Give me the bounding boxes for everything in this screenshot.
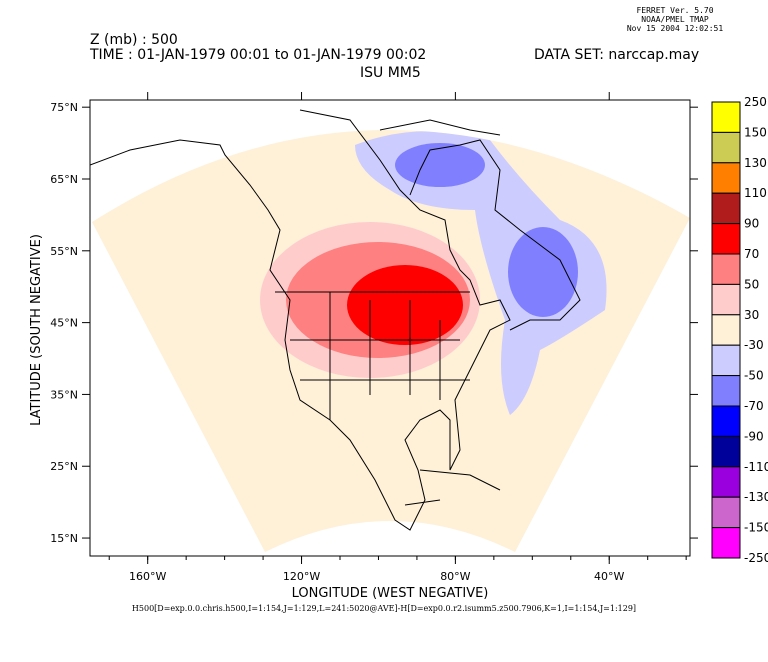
colorbar-bin — [711, 162, 741, 194]
time-label: TIME : 01-JAN-1979 00:01 to 01-JAN-1979 … — [90, 47, 427, 63]
stamp-version: FERRET Ver. 5.70 — [636, 6, 714, 15]
colorbar-bin — [711, 131, 741, 164]
colorbar-bin — [711, 466, 741, 498]
y-axis-label: LATITUDE (SOUTH NEGATIVE) — [29, 234, 44, 426]
colorbar-label: 90 — [744, 217, 759, 231]
colorbar-label: -250 — [744, 551, 768, 565]
colorbar-label: 250 — [744, 95, 767, 109]
y-tick-label: 45°N — [50, 317, 78, 330]
colorbar-bin — [711, 253, 741, 285]
colorbar-bin — [711, 192, 741, 225]
colorbar-label: -50 — [744, 369, 764, 383]
x-axis-label: LONGITUDE (WEST NEGATIVE) — [292, 586, 489, 601]
colorbar-bin — [711, 314, 741, 346]
colorbar-label: -30 — [744, 338, 764, 352]
stamp-date: Nov 15 2004 12:02:51 — [626, 24, 724, 33]
colorbar-label: 70 — [744, 247, 759, 261]
colorbar-bin — [711, 527, 741, 559]
colorbar-bin — [711, 496, 741, 529]
y-tick-label: 15°N — [50, 532, 78, 545]
colorbar-label: 30 — [744, 308, 759, 322]
colorbar-label: -150 — [744, 521, 768, 535]
colorbar-label: -110 — [744, 460, 768, 474]
colorbar-bin — [711, 344, 741, 377]
x-tick-label: 160°W — [129, 570, 166, 583]
colorbar-bin — [711, 405, 741, 437]
axis-ticks: 160°W 120°W 80°W 40°W 75°N 65°N 55°N 45°N 35°N 25… — [50, 92, 698, 583]
colorbar-bin — [711, 223, 741, 255]
colorbar-label: 50 — [744, 277, 759, 291]
dataset-label: DATA SET: narccap.may — [534, 47, 700, 63]
x-tick-label: 80°W — [440, 570, 470, 583]
y-tick-label: 65°N — [50, 173, 78, 186]
anomaly-neg-50-70-north — [395, 143, 485, 187]
anomaly-neg-30-50 — [355, 131, 607, 415]
x-tick-label: 120°W — [283, 570, 320, 583]
colorbar-label: -130 — [744, 490, 768, 504]
y-tick-label: 55°N — [50, 245, 78, 258]
colorbar-bin — [711, 101, 741, 133]
colorbar-label: 110 — [744, 186, 767, 200]
colorbar-label: 150 — [744, 125, 767, 139]
y-tick-label: 25°N — [50, 460, 78, 473]
colorbar-bin — [711, 375, 741, 407]
coastlines — [90, 109, 581, 531]
colorbar-label: -70 — [744, 399, 764, 413]
stamp-org: NOAA/PMEL TMAP — [641, 15, 709, 24]
plot-frame — [89, 99, 691, 557]
y-tick-label: 35°N — [50, 388, 78, 401]
colorbar-label: -90 — [744, 429, 764, 443]
plot-title: ISU MM5 — [360, 65, 421, 81]
colorbar-bin — [711, 435, 741, 468]
footer-expression: H500[D=exp.0.0.chris.h500,I=1:154,J=1:12… — [131, 604, 637, 613]
anomaly-neg-50-70-east — [508, 227, 578, 317]
x-tick-label: 40°W — [594, 570, 624, 583]
variable-label: Z (mb) : 500 — [90, 32, 178, 48]
anomaly-70-90 — [347, 265, 463, 345]
ferret-stamp: FERRET Ver. 5.70 NOAA/PMEL TMAP Nov 15 2… — [620, 6, 730, 33]
y-tick-label: 75°N — [50, 101, 78, 114]
colorbar-bin — [711, 283, 741, 316]
colorbar-label: 130 — [744, 156, 767, 170]
colorbar: 250 150 130 110 90 70 50 30 -30 -50 -70 -90 -110 -130… — [711, 95, 768, 565]
